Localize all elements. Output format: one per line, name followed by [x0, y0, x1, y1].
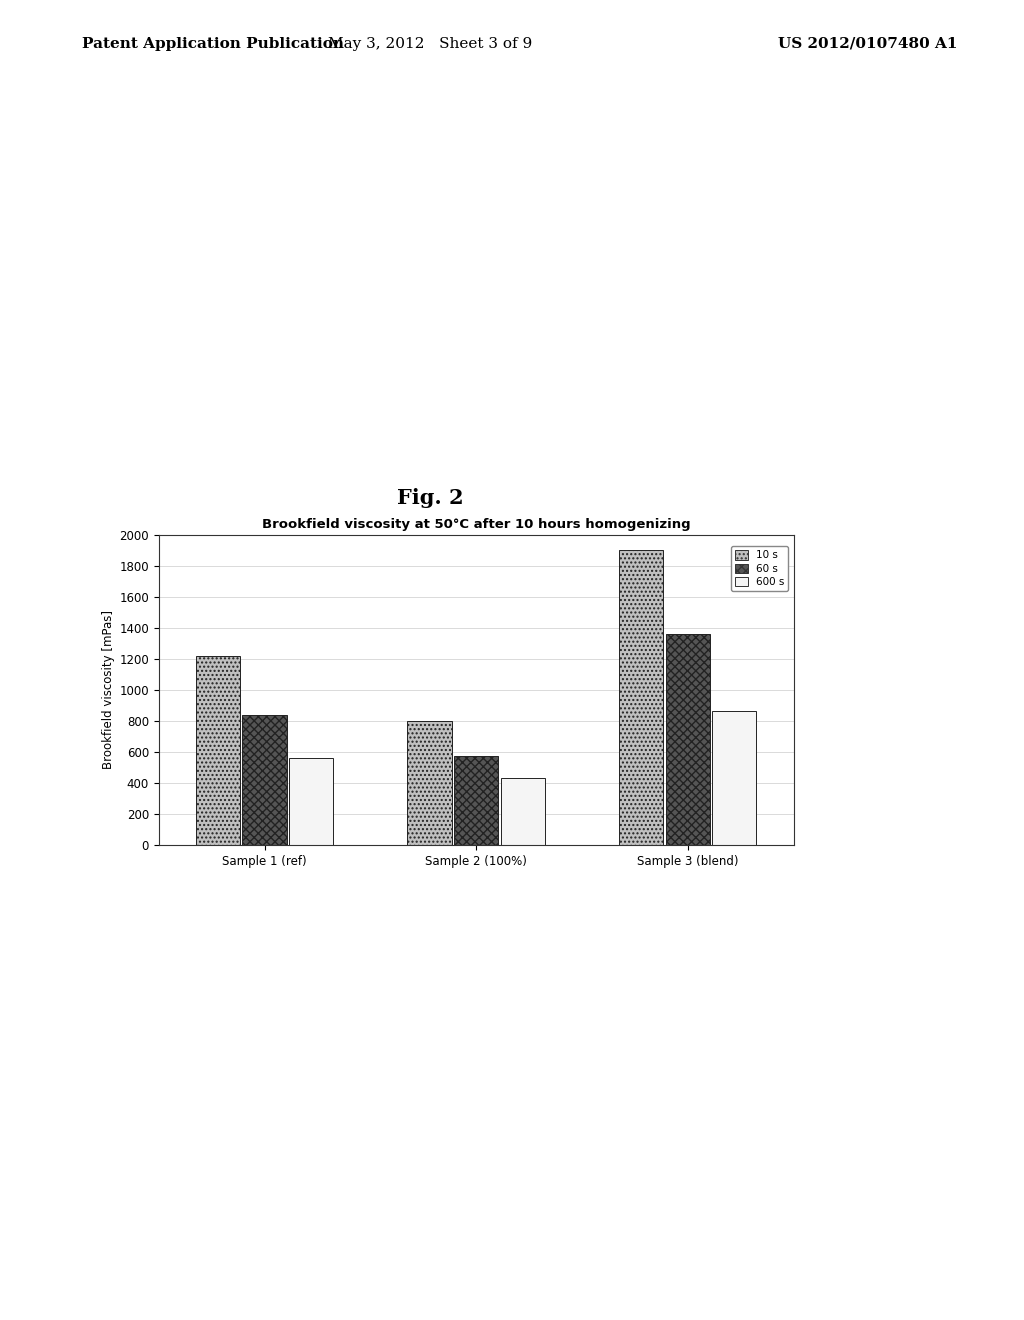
Bar	[501, 777, 545, 845]
Bar	[713, 711, 757, 845]
Bar	[408, 721, 452, 845]
Bar	[666, 634, 710, 845]
Bar	[196, 656, 240, 845]
Text: Patent Application Publication: Patent Application Publication	[82, 37, 344, 51]
Legend: 10 s, 60 s, 600 s: 10 s, 60 s, 600 s	[731, 546, 788, 591]
Bar	[454, 755, 499, 845]
Bar	[243, 714, 287, 845]
Y-axis label: Brookfield viscosity [mPas]: Brookfield viscosity [mPas]	[102, 610, 115, 770]
Text: May 3, 2012   Sheet 3 of 9: May 3, 2012 Sheet 3 of 9	[328, 37, 532, 51]
Text: Fig. 2: Fig. 2	[396, 488, 464, 508]
Bar	[289, 758, 333, 845]
Title: Brookfield viscosity at 50°C after 10 hours homogenizing: Brookfield viscosity at 50°C after 10 ho…	[262, 517, 690, 531]
Bar	[620, 550, 664, 845]
Text: US 2012/0107480 A1: US 2012/0107480 A1	[778, 37, 957, 51]
